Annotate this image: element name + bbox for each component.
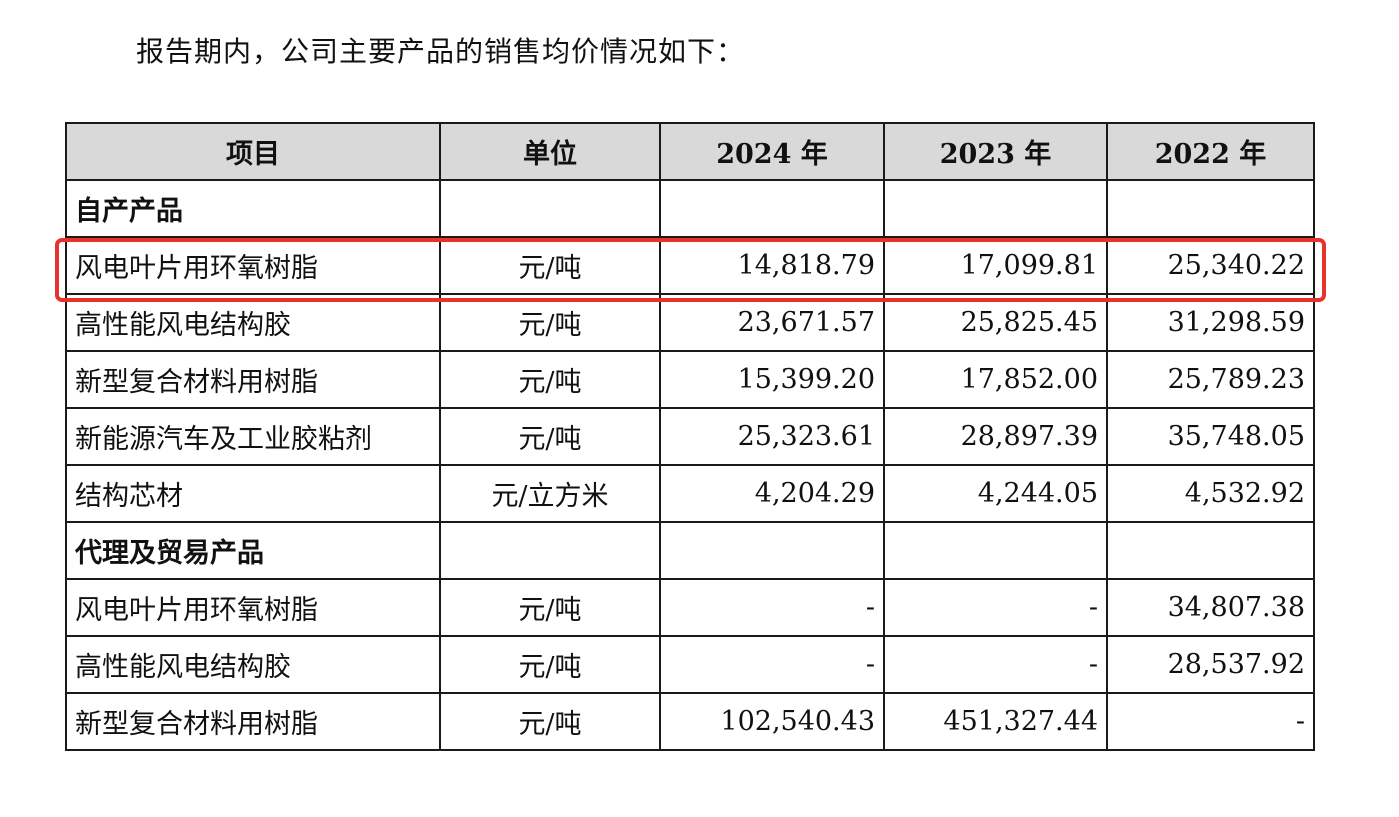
empty-cell — [883, 521, 1108, 580]
empty-cell — [1106, 179, 1315, 238]
intro-text: 报告期内，公司主要产品的销售均价情况如下： — [136, 35, 746, 68]
item-cell: 风电叶片用环氧树脂 — [65, 236, 441, 295]
item-cell: 风电叶片用环氧树脂 — [65, 578, 441, 637]
unit-cell: 元/立方米 — [439, 464, 661, 523]
value-2024: 102,540.43 — [659, 692, 885, 751]
value-2024: 23,671.57 — [659, 293, 885, 352]
value-2022: 34,807.38 — [1106, 578, 1315, 637]
table-row: 新能源汽车及工业胶粘剂 元/吨 25,323.61 28,897.39 35,7… — [65, 407, 1315, 466]
section-row-self-produced: 自产产品 — [65, 179, 1315, 238]
item-cell: 新型复合材料用树脂 — [65, 692, 441, 751]
table-row: 新型复合材料用树脂 元/吨 15,399.20 17,852.00 25,789… — [65, 350, 1315, 409]
unit-cell: 元/吨 — [439, 407, 661, 466]
value-2022: 25,789.23 — [1106, 350, 1315, 409]
item-cell: 结构芯材 — [65, 464, 441, 523]
empty-cell — [883, 179, 1108, 238]
value-2024: 15,399.20 — [659, 350, 885, 409]
empty-cell — [439, 521, 661, 580]
value-2024: 14,818.79 — [659, 236, 885, 295]
table-header-row: 项目 单位 2024 年 2023 年 2022 年 — [65, 122, 1315, 181]
unit-cell: 元/吨 — [439, 635, 661, 694]
item-cell: 高性能风电结构胶 — [65, 293, 441, 352]
table-row: 风电叶片用环氧树脂 元/吨 - - 34,807.38 — [65, 578, 1315, 637]
value-2024: - — [659, 635, 885, 694]
value-2023: 17,852.00 — [883, 350, 1108, 409]
empty-cell — [1106, 521, 1315, 580]
section-title: 代理及贸易产品 — [65, 521, 441, 580]
unit-cell: 元/吨 — [439, 293, 661, 352]
value-2022: 28,537.92 — [1106, 635, 1315, 694]
empty-cell — [439, 179, 661, 238]
table-row: 高性能风电结构胶 元/吨 23,671.57 25,825.45 31,298.… — [65, 293, 1315, 352]
value-2023: 25,825.45 — [883, 293, 1108, 352]
value-2023: 4,244.05 — [883, 464, 1108, 523]
value-2022: 25,340.22 — [1106, 236, 1315, 295]
value-2023: 17,099.81 — [883, 236, 1108, 295]
header-unit: 单位 — [439, 122, 661, 181]
item-cell: 新能源汽车及工业胶粘剂 — [65, 407, 441, 466]
value-2022: - — [1106, 692, 1315, 751]
header-2022: 2022 年 — [1106, 122, 1315, 181]
value-2022: 4,532.92 — [1106, 464, 1315, 523]
section-row-agency-trade: 代理及贸易产品 — [65, 521, 1315, 580]
header-item: 项目 — [65, 122, 441, 181]
unit-cell: 元/吨 — [439, 236, 661, 295]
value-2023: - — [883, 635, 1108, 694]
table-row: 新型复合材料用树脂 元/吨 102,540.43 451,327.44 - — [65, 692, 1315, 751]
table-row: 高性能风电结构胶 元/吨 - - 28,537.92 — [65, 635, 1315, 694]
value-2023: 451,327.44 — [883, 692, 1108, 751]
price-table: 项目 单位 2024 年 2023 年 2022 年 自产产品 风电叶片用环氧树… — [65, 122, 1315, 751]
header-2024: 2024 年 — [659, 122, 885, 181]
header-2023: 2023 年 — [883, 122, 1108, 181]
table-row-highlighted: 风电叶片用环氧树脂 元/吨 14,818.79 17,099.81 25,340… — [65, 236, 1315, 295]
value-2024: 4,204.29 — [659, 464, 885, 523]
item-cell: 新型复合材料用树脂 — [65, 350, 441, 409]
item-cell: 高性能风电结构胶 — [65, 635, 441, 694]
value-2024: - — [659, 578, 885, 637]
value-2023: - — [883, 578, 1108, 637]
table-row: 结构芯材 元/立方米 4,204.29 4,244.05 4,532.92 — [65, 464, 1315, 523]
value-2023: 28,897.39 — [883, 407, 1108, 466]
unit-cell: 元/吨 — [439, 578, 661, 637]
value-2022: 35,748.05 — [1106, 407, 1315, 466]
section-title: 自产产品 — [65, 179, 441, 238]
value-2024: 25,323.61 — [659, 407, 885, 466]
empty-cell — [659, 179, 885, 238]
unit-cell: 元/吨 — [439, 692, 661, 751]
empty-cell — [659, 521, 885, 580]
value-2022: 31,298.59 — [1106, 293, 1315, 352]
unit-cell: 元/吨 — [439, 350, 661, 409]
